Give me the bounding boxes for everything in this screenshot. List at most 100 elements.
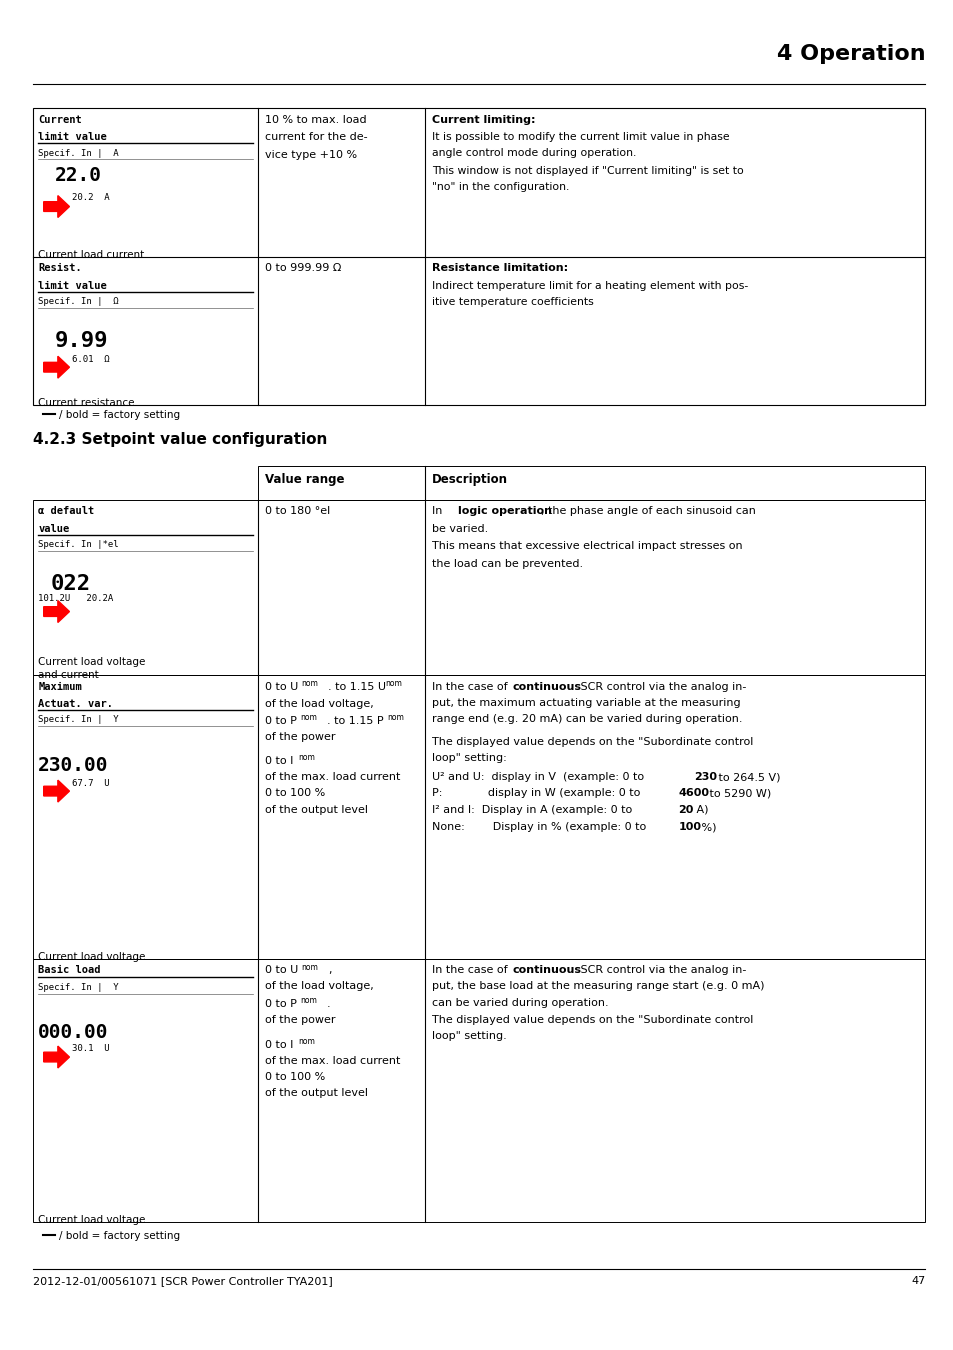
Text: of the load voltage,: of the load voltage,: [265, 699, 374, 709]
Text: None:        Display in % (example: 0 to: None: Display in % (example: 0 to: [432, 822, 649, 832]
Text: of the power: of the power: [265, 732, 335, 741]
Text: 9.99: 9.99: [54, 331, 108, 351]
Text: angle control mode during operation.: angle control mode during operation.: [432, 148, 636, 158]
Text: 30.1  U: 30.1 U: [71, 1044, 109, 1053]
Text: nom: nom: [301, 963, 318, 972]
Text: 0 to I: 0 to I: [265, 756, 294, 765]
Text: to 264.5 V): to 264.5 V): [714, 772, 780, 782]
Text: Current limiting:: Current limiting:: [432, 115, 535, 124]
Text: P:             display in W (example: 0 to: P: display in W (example: 0 to: [432, 788, 643, 798]
Text: 100: 100: [678, 822, 700, 832]
Text: The displayed value depends on the "Subordinate control: The displayed value depends on the "Subo…: [432, 737, 753, 747]
Text: nom: nom: [300, 996, 317, 1006]
Text: Specif. In |  A: Specif. In | A: [38, 148, 119, 158]
Text: 22.0: 22.0: [54, 166, 101, 185]
Text: A): A): [692, 805, 707, 814]
Text: 0 to U: 0 to U: [265, 682, 298, 691]
Text: Specif. In |  Ω: Specif. In | Ω: [38, 297, 119, 306]
Text: of the power: of the power: [265, 1015, 335, 1025]
Text: ,: ,: [328, 965, 332, 975]
Text: It is possible to modify the current limit value in phase: It is possible to modify the current lim…: [432, 132, 729, 142]
Text: of the max. load current: of the max. load current: [265, 1056, 400, 1065]
Text: 2012-12-01/00561071 [SCR Power Controller TYA201]: 2012-12-01/00561071 [SCR Power Controlle…: [33, 1276, 333, 1285]
Text: . to 1.15 P: . to 1.15 P: [327, 716, 383, 725]
Text: limit value: limit value: [38, 132, 107, 142]
Text: of the max. load current: of the max. load current: [265, 772, 400, 782]
Text: 000.00: 000.00: [38, 1023, 109, 1042]
Text: be varied.: be varied.: [432, 524, 488, 533]
Text: of the output level: of the output level: [265, 1088, 368, 1098]
Polygon shape: [44, 1046, 70, 1068]
Text: Basic load: Basic load: [38, 965, 101, 975]
Text: nom: nom: [301, 679, 318, 688]
Text: put, the base load at the measuring range start (e.g. 0 mA): put, the base load at the measuring rang…: [432, 981, 764, 991]
Text: nom: nom: [298, 1037, 315, 1046]
Text: . to 1.15 U: . to 1.15 U: [328, 682, 386, 691]
Text: Specif. In |*el: Specif. In |*el: [38, 540, 119, 549]
Text: 20: 20: [678, 805, 693, 814]
Text: In the case of: In the case of: [432, 965, 511, 975]
Text: Description: Description: [432, 472, 508, 486]
Text: .: .: [327, 999, 331, 1008]
Text: Indirect temperature limit for a heating element with pos-: Indirect temperature limit for a heating…: [432, 281, 747, 290]
Text: continuous: continuous: [512, 682, 580, 691]
Text: 0 to 100 %: 0 to 100 %: [265, 1072, 325, 1081]
Text: 47: 47: [910, 1276, 924, 1285]
Text: 230.00: 230.00: [38, 756, 109, 775]
Text: 0 to I: 0 to I: [265, 1040, 294, 1049]
Text: of the output level: of the output level: [265, 805, 368, 814]
Text: In: In: [432, 506, 446, 516]
Text: Current load current: Current load current: [38, 250, 144, 259]
Text: SCR control via the analog in-: SCR control via the analog in-: [577, 682, 746, 691]
Text: Actuat. var.: Actuat. var.: [38, 699, 113, 709]
Text: the load can be prevented.: the load can be prevented.: [432, 559, 582, 568]
Text: 0 to P: 0 to P: [265, 999, 296, 1008]
Text: 0 to 180 °el: 0 to 180 °el: [265, 506, 330, 516]
Text: of the load voltage,: of the load voltage,: [265, 981, 374, 991]
Text: 4600: 4600: [678, 788, 708, 798]
Text: continuous: continuous: [512, 965, 580, 975]
Text: 101.2U   20.2A: 101.2U 20.2A: [38, 594, 113, 603]
Text: Current resistance: Current resistance: [38, 398, 134, 408]
Text: SCR control via the analog in-: SCR control via the analog in-: [577, 965, 746, 975]
Polygon shape: [44, 196, 70, 217]
Text: This window is not displayed if "Current limiting" is set to: This window is not displayed if "Current…: [432, 166, 743, 176]
Text: Specif. In |  Y: Specif. In | Y: [38, 716, 119, 725]
Text: Current load voltage: Current load voltage: [38, 952, 146, 961]
Text: 0 to P: 0 to P: [265, 716, 296, 725]
Text: Current load voltage: Current load voltage: [38, 657, 146, 667]
Text: / bold = factory setting: / bold = factory setting: [59, 1231, 180, 1241]
Text: Resistance limitation:: Resistance limitation:: [432, 263, 568, 273]
Text: loop" setting:: loop" setting:: [432, 753, 506, 763]
Text: to 5290 W): to 5290 W): [705, 788, 770, 798]
Text: 20.2  A: 20.2 A: [71, 193, 109, 202]
Text: vice type +10 %: vice type +10 %: [265, 150, 357, 159]
Text: / bold = factory setting: / bold = factory setting: [59, 410, 180, 420]
Text: nom: nom: [298, 753, 315, 763]
Text: 0 to U: 0 to U: [265, 965, 298, 975]
Text: put, the maximum actuating variable at the measuring: put, the maximum actuating variable at t…: [432, 698, 740, 707]
Text: This means that excessive electrical impact stresses on: This means that excessive electrical imp…: [432, 541, 742, 551]
Text: limit value: limit value: [38, 281, 107, 290]
Text: Specif. In |  Y: Specif. In | Y: [38, 983, 119, 992]
Text: range end (e.g. 20 mA) can be varied during operation.: range end (e.g. 20 mA) can be varied dur…: [432, 714, 741, 724]
Text: and current: and current: [38, 670, 99, 679]
Text: 4.2.3 Setpoint value configuration: 4.2.3 Setpoint value configuration: [33, 432, 328, 447]
Text: 4 Operation: 4 Operation: [776, 45, 924, 63]
Text: nom: nom: [385, 679, 402, 688]
Text: nom: nom: [300, 713, 317, 722]
Text: I² and I:  Display in A (example: 0 to: I² and I: Display in A (example: 0 to: [432, 805, 636, 814]
Polygon shape: [44, 356, 70, 378]
Text: Current: Current: [38, 115, 82, 124]
Text: α default: α default: [38, 506, 94, 516]
Text: 67.7  U: 67.7 U: [71, 779, 109, 788]
Text: Current load voltage: Current load voltage: [38, 1215, 146, 1224]
Text: itive temperature coefficients: itive temperature coefficients: [432, 297, 594, 306]
Text: Maximum: Maximum: [38, 682, 82, 691]
Text: current for the de-: current for the de-: [265, 132, 368, 142]
Text: In the case of: In the case of: [432, 682, 511, 691]
Polygon shape: [44, 601, 70, 622]
Text: , the phase angle of each sinusoid can: , the phase angle of each sinusoid can: [540, 506, 755, 516]
Text: 10 % to max. load: 10 % to max. load: [265, 115, 367, 124]
Text: U² and U:  display in V  (example: 0 to: U² and U: display in V (example: 0 to: [432, 772, 647, 782]
